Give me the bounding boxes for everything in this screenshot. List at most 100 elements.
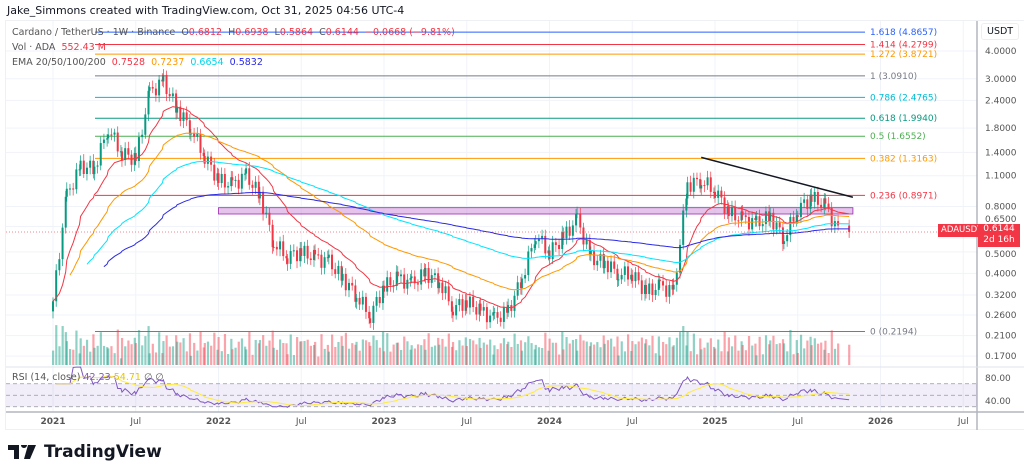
ema200-value: 0.5832 [229,57,263,68]
volume-bar [447,333,450,365]
volume-bar [245,349,248,365]
volume-bar [599,347,602,365]
volume-bar [420,345,423,365]
tradingview-logo-icon [8,445,36,459]
candle-body [464,300,467,311]
price-tick-label: 1.1000 [985,172,1017,182]
volume-bar [730,346,734,365]
candle-body [717,190,720,198]
currency-label[interactable]: USDT [981,23,1020,40]
volume-bar [706,342,709,365]
candle-body [703,185,706,187]
volume-bar [558,354,561,365]
candle-body [303,245,306,256]
volume-bar [775,344,778,365]
volume-bar [306,339,309,365]
volume-bar [554,342,558,365]
fib-level-label: 0.5 (1.6552) [870,132,926,142]
candle-body [568,226,571,236]
volume-bar [562,349,565,365]
volume-bar [524,342,527,365]
candle-body [823,198,826,209]
candle-body [648,283,651,295]
volume-bar [568,343,571,365]
volume-bar [314,341,317,365]
volume-bar [803,348,806,365]
volume-bar [120,337,124,365]
ema-100-line [86,160,850,265]
candle-body [409,278,412,280]
candle-body [507,305,510,313]
volume-bar [778,343,781,365]
price-tick-label: 4.0000 [985,47,1017,57]
volume-bar [714,348,717,365]
candle-body [640,280,643,294]
candle-body [368,311,371,319]
candle-body [813,191,816,202]
candle-body [399,274,402,277]
candle-body [554,242,557,245]
volume-bar [240,338,244,365]
volume-bar [96,345,99,365]
volume-bar [810,345,813,365]
ema100-value: 0.6654 [190,57,224,68]
candle-body [675,272,678,285]
candle-body [182,112,185,122]
candle-body [830,207,833,227]
volume-bar [423,339,426,365]
candle-body [179,106,182,122]
chart-frame [5,20,1024,430]
symbol-row: Cardano / TetherUS · 1W · Binance O0.681… [12,25,458,40]
candle-body [461,299,464,311]
candle-body [547,250,550,254]
volume-bar [755,355,758,365]
volume-bar [541,347,544,365]
rsi-ma-line [56,375,850,407]
candle-body [124,148,127,160]
volume-bar [520,350,524,365]
candle-body [585,239,588,245]
candle-body [292,250,295,252]
rsi-label[interactable]: RSI (14, close) [12,372,81,383]
volume-bar [548,338,551,365]
candle-body [709,177,712,192]
ema-label[interactable]: EMA 20/50/100/200 [12,57,106,68]
volume-bar [582,340,585,365]
volume-bar [285,343,288,365]
ema-row: EMA 20/50/100/200 0.7528 0.7237 0.6654 0… [12,55,458,70]
volume-bar [92,334,95,365]
volume-bar [734,335,737,365]
candle-body [689,182,692,192]
candle-body [651,283,654,296]
candle-body [262,191,265,215]
volume-label[interactable]: Vol · ADA [12,42,56,53]
volume-bar [623,351,627,365]
volume-bar [347,348,351,365]
candle-body [82,160,85,175]
candle-body [202,152,205,156]
candle-body [337,265,340,275]
candle-body [803,199,806,203]
symbol-name[interactable]: Cardano / TetherUS · 1W · Binance [12,27,176,38]
volume-bar [248,331,251,365]
candle-body [744,215,747,217]
candle-body [314,249,317,255]
time-tick-label: 2023 [371,417,396,427]
rsi-tick-label: 80.00 [985,374,1011,384]
candle-body [210,156,213,165]
volume-bar [671,346,674,365]
candle-body [751,218,754,230]
candle-body [93,166,96,175]
candle-body [78,169,81,171]
candle-body [747,216,750,230]
candle-body [240,173,243,189]
candle-body [827,203,830,208]
candle-body [216,173,219,181]
tradingview-logo[interactable]: TradingView [8,442,162,462]
volume-bar [395,342,398,365]
candle-body [519,282,522,289]
volume-bar [576,350,579,365]
volume-bar [392,344,395,365]
candle-body [599,253,602,261]
